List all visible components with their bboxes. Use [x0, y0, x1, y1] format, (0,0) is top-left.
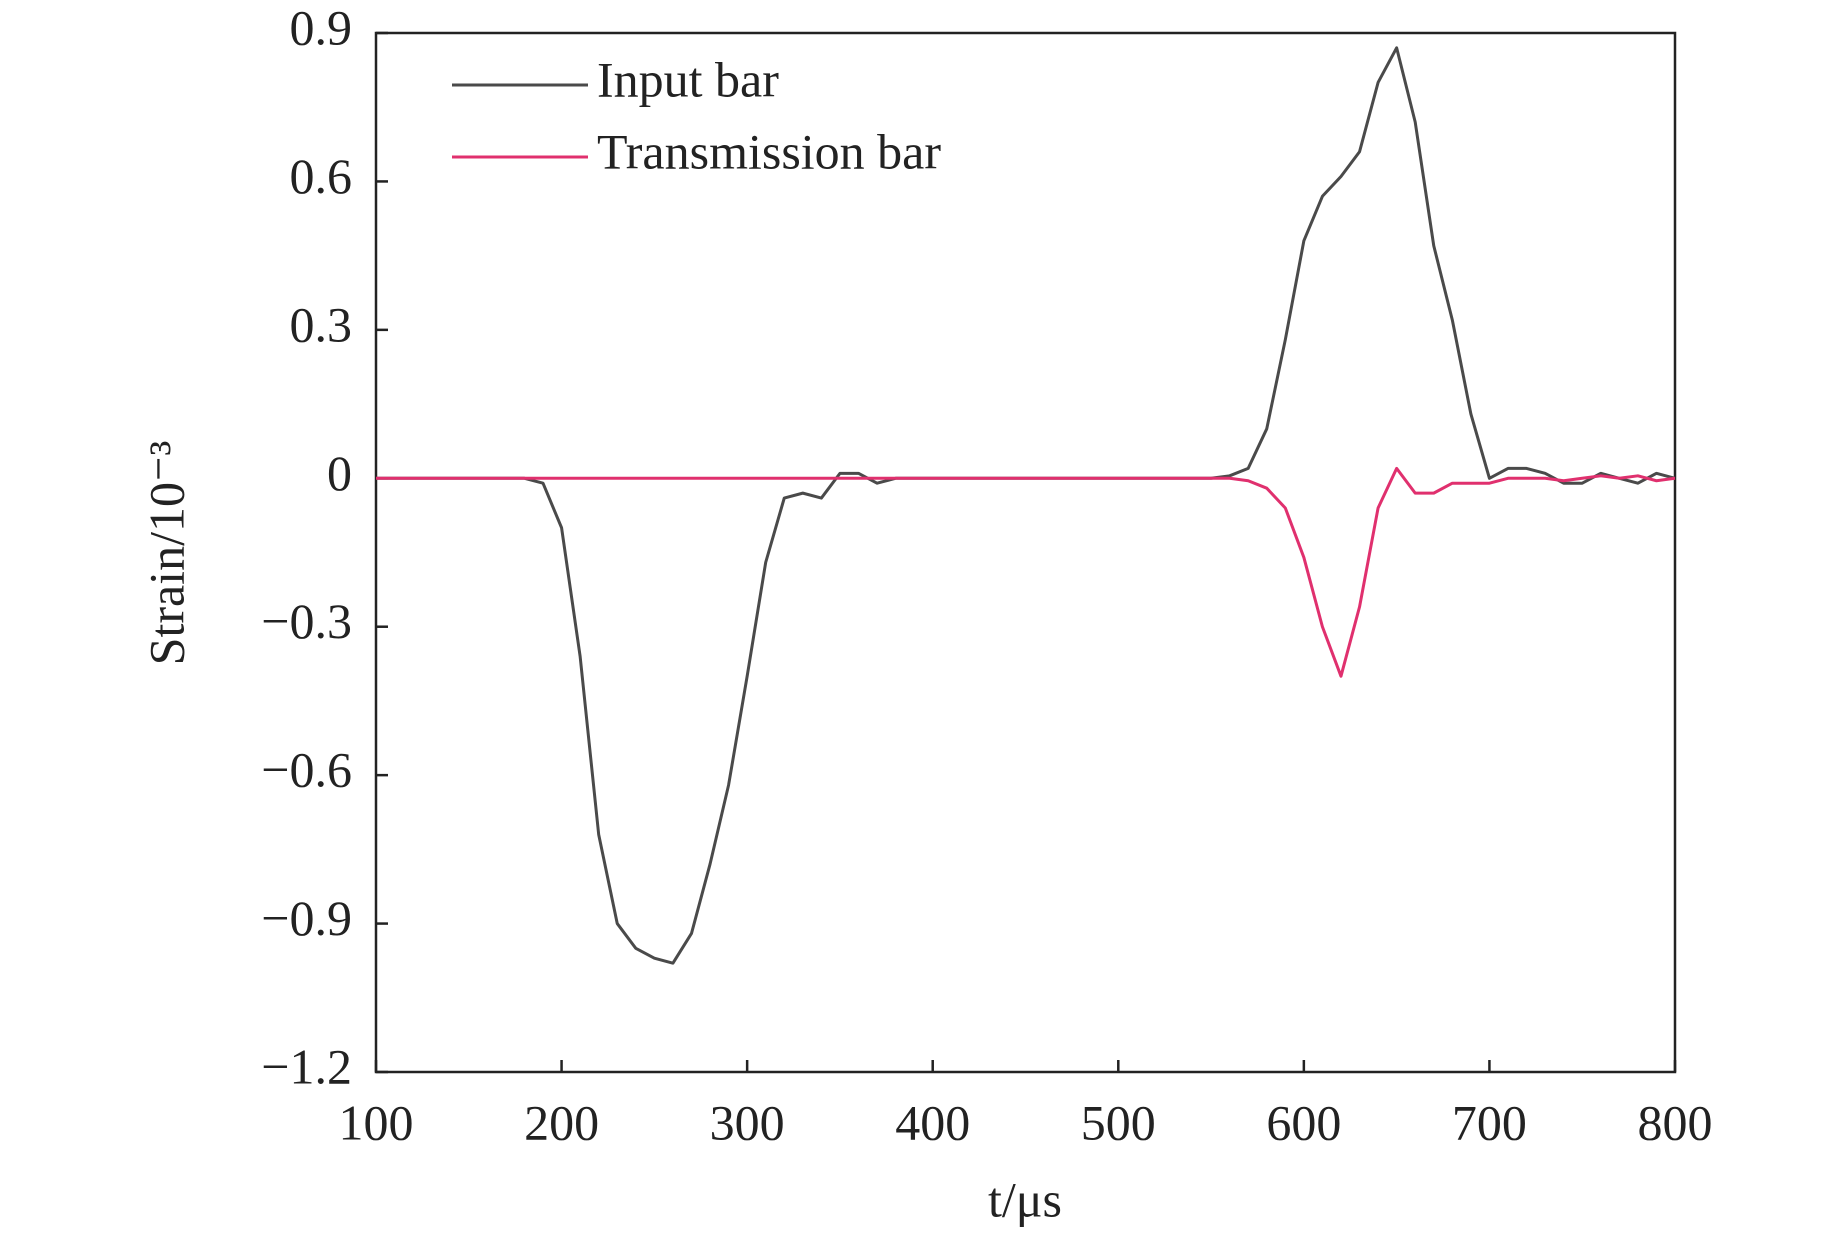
x-tick-label: 500 [1081, 1094, 1156, 1150]
y-tick-label: 0.3 [290, 296, 353, 352]
x-tick-label: 400 [895, 1094, 970, 1150]
y-tick-label: 0 [327, 445, 352, 501]
x-tick-label: 700 [1452, 1094, 1527, 1150]
plot-frame [374, 31, 1677, 1074]
x-tick-label: 300 [710, 1094, 785, 1150]
x-tick-label: 100 [339, 1094, 414, 1150]
x-axis-label: t/μs [988, 1171, 1062, 1227]
series-line [376, 46, 1676, 965]
y-tick-label: −1.2 [261, 1038, 352, 1094]
y-tick-label: −0.6 [261, 742, 352, 798]
y-tick-label: −0.9 [261, 890, 352, 946]
x-tick-label: 600 [1266, 1094, 1341, 1150]
series-line [376, 466, 1676, 678]
x-tick-label: 200 [524, 1094, 599, 1150]
y-tick-label: −0.3 [261, 593, 352, 649]
y-axis-label: Strain/10⁻³ [138, 441, 194, 666]
y-tick-label: 0.6 [290, 148, 353, 204]
legend-label: Transmission bar [597, 123, 941, 179]
y-tick-label: 0.9 [290, 0, 353, 55]
legend-label: Input bar [597, 51, 779, 107]
x-tick-label: 800 [1638, 1094, 1713, 1150]
